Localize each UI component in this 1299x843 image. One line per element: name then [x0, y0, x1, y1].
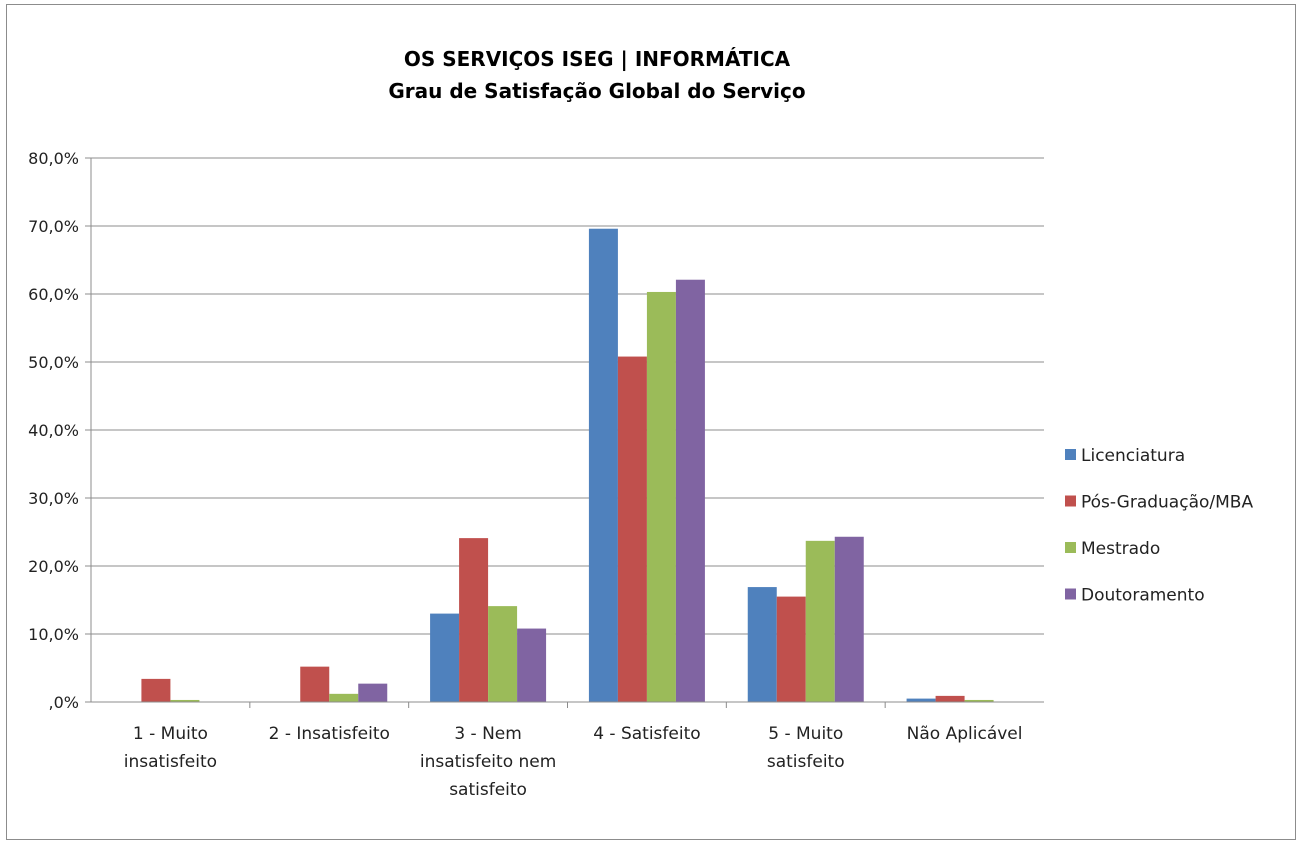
legend-label: Doutoramento — [1081, 586, 1205, 606]
x-category-label: 3 - Nem — [454, 724, 522, 744]
bar — [300, 666, 330, 702]
legend-swatch — [1065, 449, 1076, 460]
bar — [430, 613, 460, 702]
bar — [675, 279, 705, 702]
bar — [141, 678, 171, 702]
y-tick-label: 60,0% — [28, 285, 79, 304]
chart-subtitle: Grau de Satisfação Global do Serviço — [388, 79, 805, 103]
x-category-label: 1 - Muito — [133, 724, 208, 744]
bar — [617, 356, 647, 702]
x-category-label: Não Aplicável — [907, 724, 1023, 744]
x-category-label: satisfeito — [449, 780, 527, 800]
bar — [834, 536, 864, 702]
legend-swatch — [1065, 495, 1076, 507]
y-tick-label: 30,0% — [28, 489, 79, 508]
bar — [358, 683, 388, 702]
bar — [747, 587, 777, 702]
x-category-label: satisfeito — [767, 752, 845, 772]
y-tick-label: ,0% — [49, 693, 79, 712]
x-category-label: insatisfeito nem — [420, 752, 556, 772]
chart-title: OS SERVIÇOS ISEG | INFORMÁTICA — [404, 47, 791, 71]
y-tick-label: 10,0% — [28, 625, 79, 644]
legend-swatch — [1065, 542, 1076, 553]
bar — [329, 693, 359, 702]
bar — [588, 228, 618, 702]
bar — [805, 540, 835, 702]
bar — [906, 698, 936, 702]
chart-frame: OS SERVIÇOS ISEG | INFORMÁTICA Grau de S… — [6, 4, 1296, 840]
bar-chart: OS SERVIÇOS ISEG | INFORMÁTICA Grau de S… — [28, 47, 1253, 800]
y-tick-label: 20,0% — [28, 557, 79, 576]
y-tick-label: 40,0% — [28, 421, 79, 440]
x-category-label: 2 - Insatisfeito — [269, 724, 390, 744]
bar — [459, 538, 489, 702]
bar — [646, 291, 676, 702]
legend-label: Mestrado — [1081, 539, 1160, 559]
y-tick-label: 50,0% — [28, 353, 79, 372]
y-tick-label: 70,0% — [28, 217, 79, 236]
x-category-label: 4 - Satisfeito — [593, 724, 700, 744]
legend-label: Licenciatura — [1081, 446, 1185, 466]
bar — [776, 596, 806, 702]
y-axis-ticks: 80,0% 70,0% 60,0% 50,0% 40,0% 30,0% 20,0% 10,0%… — [28, 149, 79, 712]
y-tick-label: 80,0% — [28, 149, 79, 168]
gridlines — [85, 157, 1044, 703]
bar — [170, 699, 200, 702]
x-axis — [90, 158, 1044, 708]
bar — [488, 606, 518, 702]
bar — [517, 628, 547, 702]
x-category-label: insatisfeito — [124, 752, 217, 772]
legend-swatch — [1065, 588, 1076, 600]
legend: Licenciatura Pós-Graduação/MBA Mestrado Dou… — [1065, 446, 1253, 606]
x-axis-category-labels: 1 - Muito insatisfeito 2 - Insatisfeito 3 -… — [124, 724, 1023, 800]
x-category-label: 5 - Muito — [768, 724, 843, 744]
bar — [964, 699, 994, 702]
legend-label: Pós-Graduação/MBA — [1081, 493, 1253, 513]
bars — [141, 228, 994, 702]
bar — [935, 695, 965, 702]
